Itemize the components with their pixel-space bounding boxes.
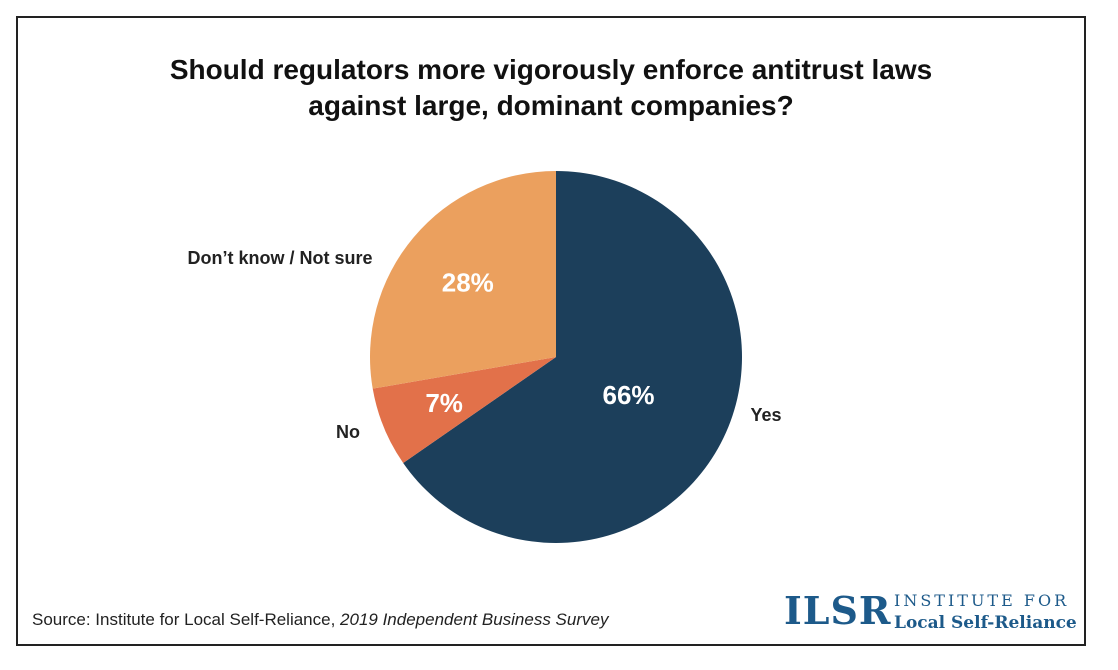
pie-chart: 66% Yes 7% No 28% Don’t know / Not sure [187, 171, 782, 544]
slice-value-label: 66% [602, 380, 654, 410]
chart-frame: Should regulators more vigorously enforc… [16, 16, 1086, 646]
ilsr-logo: ILSR INSTITUTE FOR Local Self-Reliance [784, 584, 1084, 640]
pie-slice-no [372, 357, 556, 464]
slice-value-label: 28% [442, 268, 494, 298]
source-survey-title: 2019 Independent Business Survey [340, 610, 609, 629]
ilsr-logo-text: INSTITUTE FOR Local Self-Reliance [894, 590, 1077, 634]
chart-title-line-2: against large, dominant companies? [308, 90, 794, 121]
source-note: Source: Institute for Local Self-Relianc… [32, 610, 608, 630]
logo-line-2: Local Self-Reliance [894, 613, 1077, 633]
ilsr-logo-mark: ILSR [784, 588, 892, 633]
chart-title: Should regulators more vigorously enforc… [18, 52, 1084, 124]
slice-value-label: 7% [425, 388, 463, 418]
pie-slice-don-t-know-not-sure [370, 171, 556, 389]
slice-category-label: Yes [750, 405, 781, 425]
slice-category-label: No [336, 422, 360, 442]
logo-line-1: INSTITUTE FOR [894, 591, 1070, 610]
source-prefix: Source: Institute for Local Self-Relianc… [32, 610, 341, 629]
slice-category-label: Don’t know / Not sure [187, 248, 372, 268]
pie-slice-yes [403, 171, 742, 544]
chart-title-line-1: Should regulators more vigorously enforc… [169, 54, 933, 85]
